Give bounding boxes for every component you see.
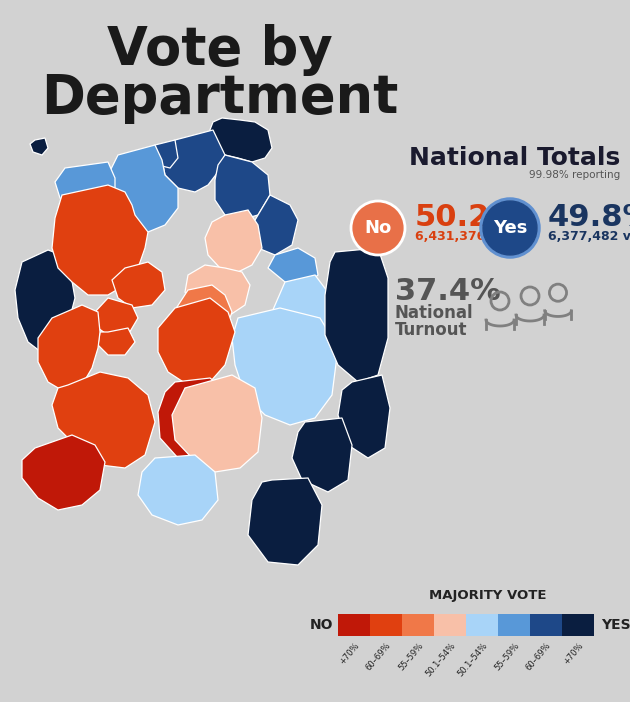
- Text: Turnout: Turnout: [395, 321, 467, 339]
- Polygon shape: [248, 195, 298, 255]
- Polygon shape: [98, 328, 135, 355]
- Text: 50.1–54%: 50.1–54%: [455, 641, 489, 678]
- Bar: [402, 614, 434, 636]
- Text: 50.2%: 50.2%: [415, 204, 521, 232]
- Polygon shape: [30, 138, 48, 155]
- Text: 50.1–54%: 50.1–54%: [423, 641, 457, 678]
- Polygon shape: [325, 248, 388, 382]
- Text: +70%: +70%: [338, 641, 361, 666]
- Text: MAJORITY VOTE: MAJORITY VOTE: [429, 590, 547, 602]
- Polygon shape: [158, 378, 232, 462]
- Polygon shape: [172, 375, 262, 472]
- Polygon shape: [272, 275, 330, 348]
- Polygon shape: [248, 478, 322, 565]
- Polygon shape: [15, 250, 75, 355]
- Text: YES: YES: [601, 618, 630, 632]
- Polygon shape: [95, 298, 138, 338]
- Bar: [466, 614, 498, 636]
- Polygon shape: [52, 185, 148, 295]
- Polygon shape: [215, 155, 270, 220]
- Polygon shape: [205, 210, 262, 272]
- Polygon shape: [162, 130, 225, 192]
- Bar: [370, 614, 402, 636]
- Polygon shape: [38, 305, 100, 392]
- Text: 99.98% reporting: 99.98% reporting: [529, 170, 620, 180]
- Polygon shape: [52, 372, 155, 468]
- Polygon shape: [292, 418, 352, 492]
- Bar: [498, 614, 530, 636]
- Text: 37.4%: 37.4%: [395, 277, 501, 307]
- Text: Department: Department: [42, 72, 399, 124]
- Polygon shape: [105, 145, 178, 232]
- Text: National Totals: National Totals: [409, 146, 620, 170]
- Text: Vote by: Vote by: [107, 24, 333, 76]
- Polygon shape: [232, 308, 338, 425]
- Bar: [562, 614, 594, 636]
- Polygon shape: [158, 298, 235, 385]
- Bar: [338, 614, 370, 636]
- Bar: [530, 614, 562, 636]
- Text: 55–59%: 55–59%: [493, 641, 521, 673]
- Circle shape: [351, 201, 405, 255]
- Polygon shape: [95, 195, 125, 230]
- Bar: [434, 614, 466, 636]
- Text: 6,431,376 votes: 6,431,376 votes: [415, 230, 528, 244]
- Text: 49.8%: 49.8%: [548, 204, 630, 232]
- Circle shape: [483, 201, 537, 255]
- Polygon shape: [112, 262, 165, 308]
- Polygon shape: [138, 455, 218, 525]
- Text: Yes: Yes: [493, 219, 527, 237]
- Polygon shape: [175, 285, 232, 342]
- Polygon shape: [55, 162, 115, 215]
- Polygon shape: [268, 248, 318, 285]
- Text: 6,377,482 votes: 6,377,482 votes: [548, 230, 630, 244]
- Text: +70%: +70%: [561, 641, 585, 666]
- Polygon shape: [185, 265, 250, 318]
- Polygon shape: [22, 435, 105, 510]
- Text: 60–69%: 60–69%: [365, 641, 393, 673]
- Text: 60–69%: 60–69%: [524, 641, 553, 673]
- Polygon shape: [148, 140, 178, 168]
- Text: No: No: [364, 219, 392, 237]
- Text: National: National: [395, 304, 474, 322]
- Text: NO: NO: [309, 618, 333, 632]
- Text: 55–59%: 55–59%: [397, 641, 425, 673]
- Polygon shape: [338, 375, 390, 458]
- Polygon shape: [208, 118, 272, 162]
